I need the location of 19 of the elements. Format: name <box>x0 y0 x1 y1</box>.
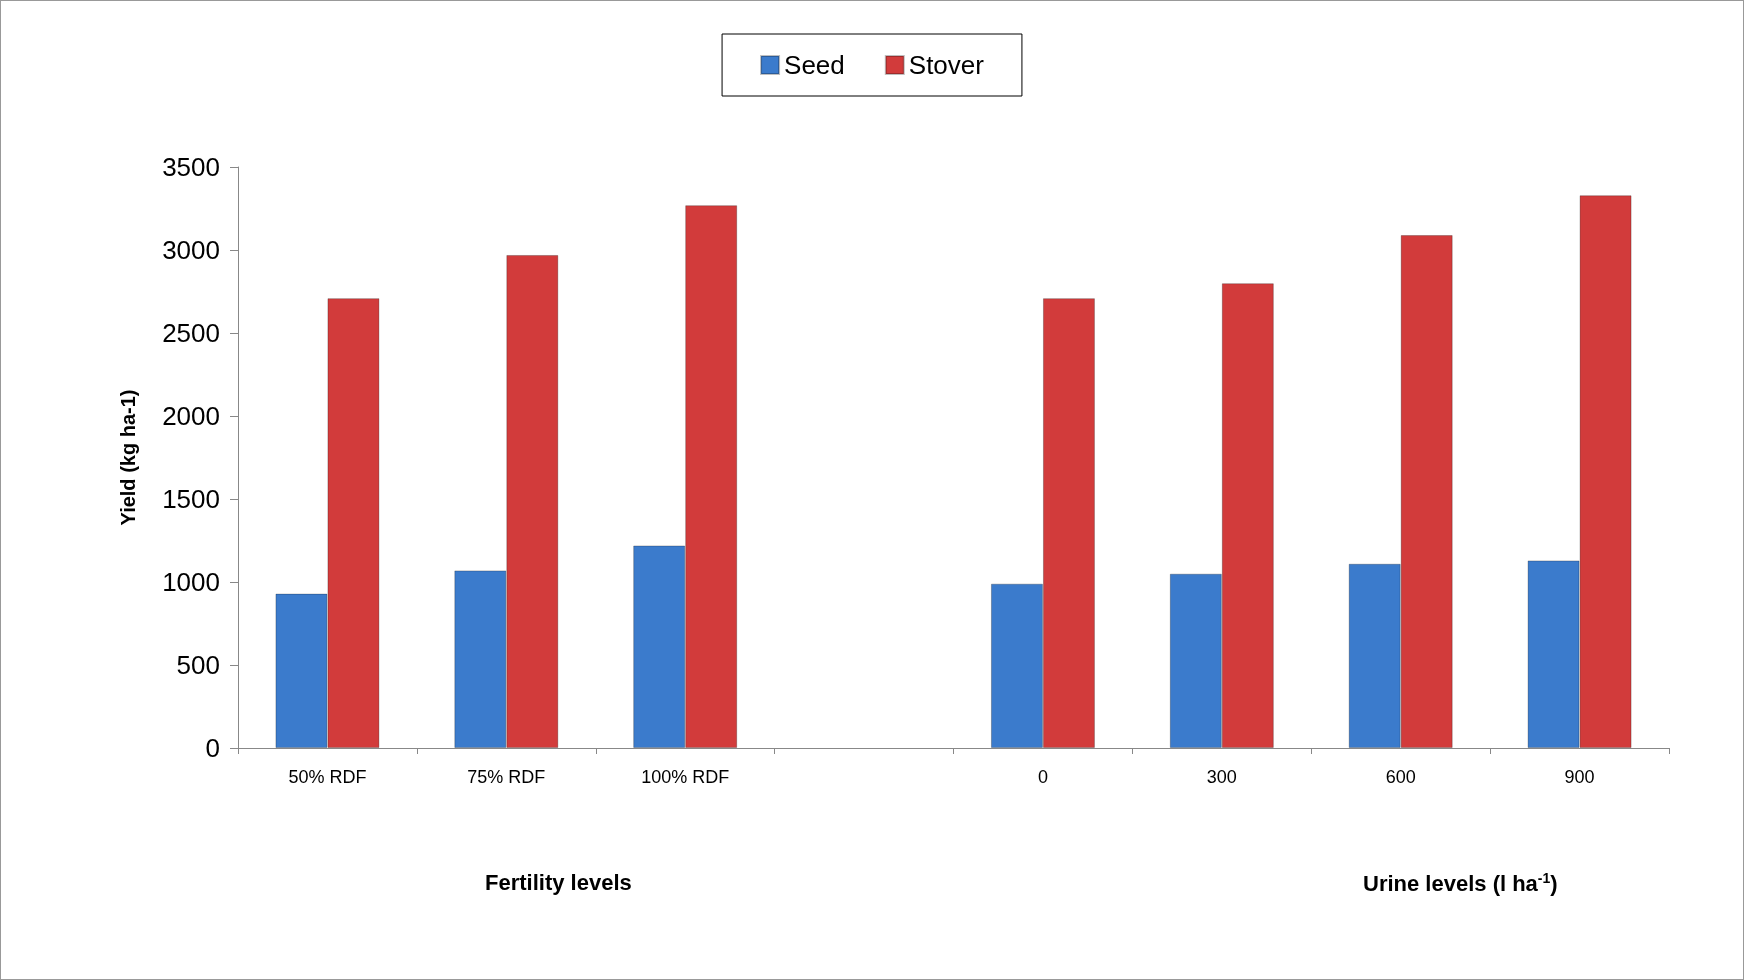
text: Fertility levels <box>484 869 632 895</box>
x-tick-label: 0 <box>1037 767 1048 787</box>
x-tick-label: 900 <box>1564 767 1595 787</box>
y-tick-label: 3500 <box>162 152 220 182</box>
x-tick-label: 100% RDF <box>641 767 730 787</box>
x-tick-label: 600 <box>1385 767 1416 787</box>
x-tick-label: 50% RDF <box>288 767 367 787</box>
y-tick-label: 1500 <box>162 484 220 514</box>
y-tick-label: 3000 <box>162 235 220 265</box>
y-axis-title: Yield (kg ha-1) <box>117 389 139 526</box>
y-tick-label: 0 <box>205 733 220 763</box>
legend-label: Seed <box>784 50 845 80</box>
x-tick-label: 75% RDF <box>467 767 546 787</box>
y-tick-label: 1000 <box>162 567 220 597</box>
y-tick-label: 500 <box>176 650 220 680</box>
y-tick-label: 2500 <box>162 318 220 348</box>
legend-label: Stover <box>908 50 985 80</box>
x-tick-label: 300 <box>1206 767 1237 787</box>
y-tick-label: 2000 <box>162 401 220 431</box>
